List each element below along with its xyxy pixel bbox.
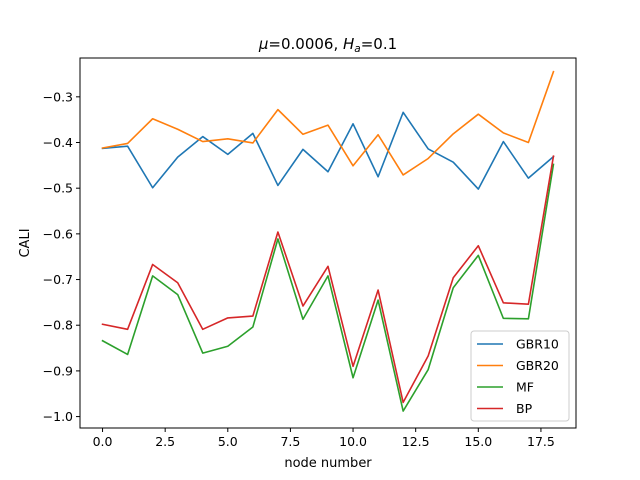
x-tick-label: 17.5 bbox=[527, 434, 555, 449]
y-tick-label: −0.4 bbox=[43, 135, 73, 150]
plot-frame bbox=[79, 57, 577, 429]
plot-area bbox=[101, 70, 555, 412]
x-tick-label: 0.0 bbox=[93, 434, 113, 449]
y-axis: −1.0 −0.9 −0.8 −0.7 −0.6 −0.5 −0.4 −0.3 bbox=[43, 89, 80, 424]
y-tick-label: −0.3 bbox=[43, 89, 73, 104]
x-axis: 0.0 2.5 5.0 7.5 10.0 12.5 15.0 17.5 bbox=[93, 428, 555, 449]
x-tick-label: 12.5 bbox=[402, 434, 430, 449]
legend-label-bp: BP bbox=[516, 401, 533, 416]
chart-title: μ=0.0006, Ha=0.1 bbox=[258, 35, 397, 55]
legend-label-gbr10: GBR10 bbox=[516, 337, 559, 352]
y-tick-label: −0.8 bbox=[43, 318, 73, 333]
x-tick-label: 5.0 bbox=[218, 434, 238, 449]
y-tick-label: −0.6 bbox=[43, 226, 73, 241]
series-line-bp bbox=[101, 155, 555, 404]
series-line-gbr20 bbox=[101, 70, 555, 176]
y-tick-label: −0.9 bbox=[43, 363, 73, 378]
x-tick-label: 10.0 bbox=[339, 434, 367, 449]
series-line-mf bbox=[101, 163, 555, 412]
y-tick-label: −0.5 bbox=[43, 181, 73, 196]
legend-box bbox=[470, 330, 570, 422]
x-tick-label: 7.5 bbox=[280, 434, 300, 449]
legend-label-mf: MF bbox=[516, 380, 534, 395]
legend: GBR10 GBR20 MF BP bbox=[470, 330, 570, 422]
legend-label-gbr20: GBR20 bbox=[516, 358, 559, 373]
x-tick-label: 15.0 bbox=[464, 434, 492, 449]
y-axis-label: CALI bbox=[18, 228, 33, 257]
y-tick-label: −0.7 bbox=[43, 272, 73, 287]
y-tick-label: −1.0 bbox=[43, 409, 73, 424]
x-tick-label: 2.5 bbox=[155, 434, 175, 449]
series-line-gbr10 bbox=[101, 111, 555, 190]
x-axis-label: node number bbox=[284, 456, 372, 471]
